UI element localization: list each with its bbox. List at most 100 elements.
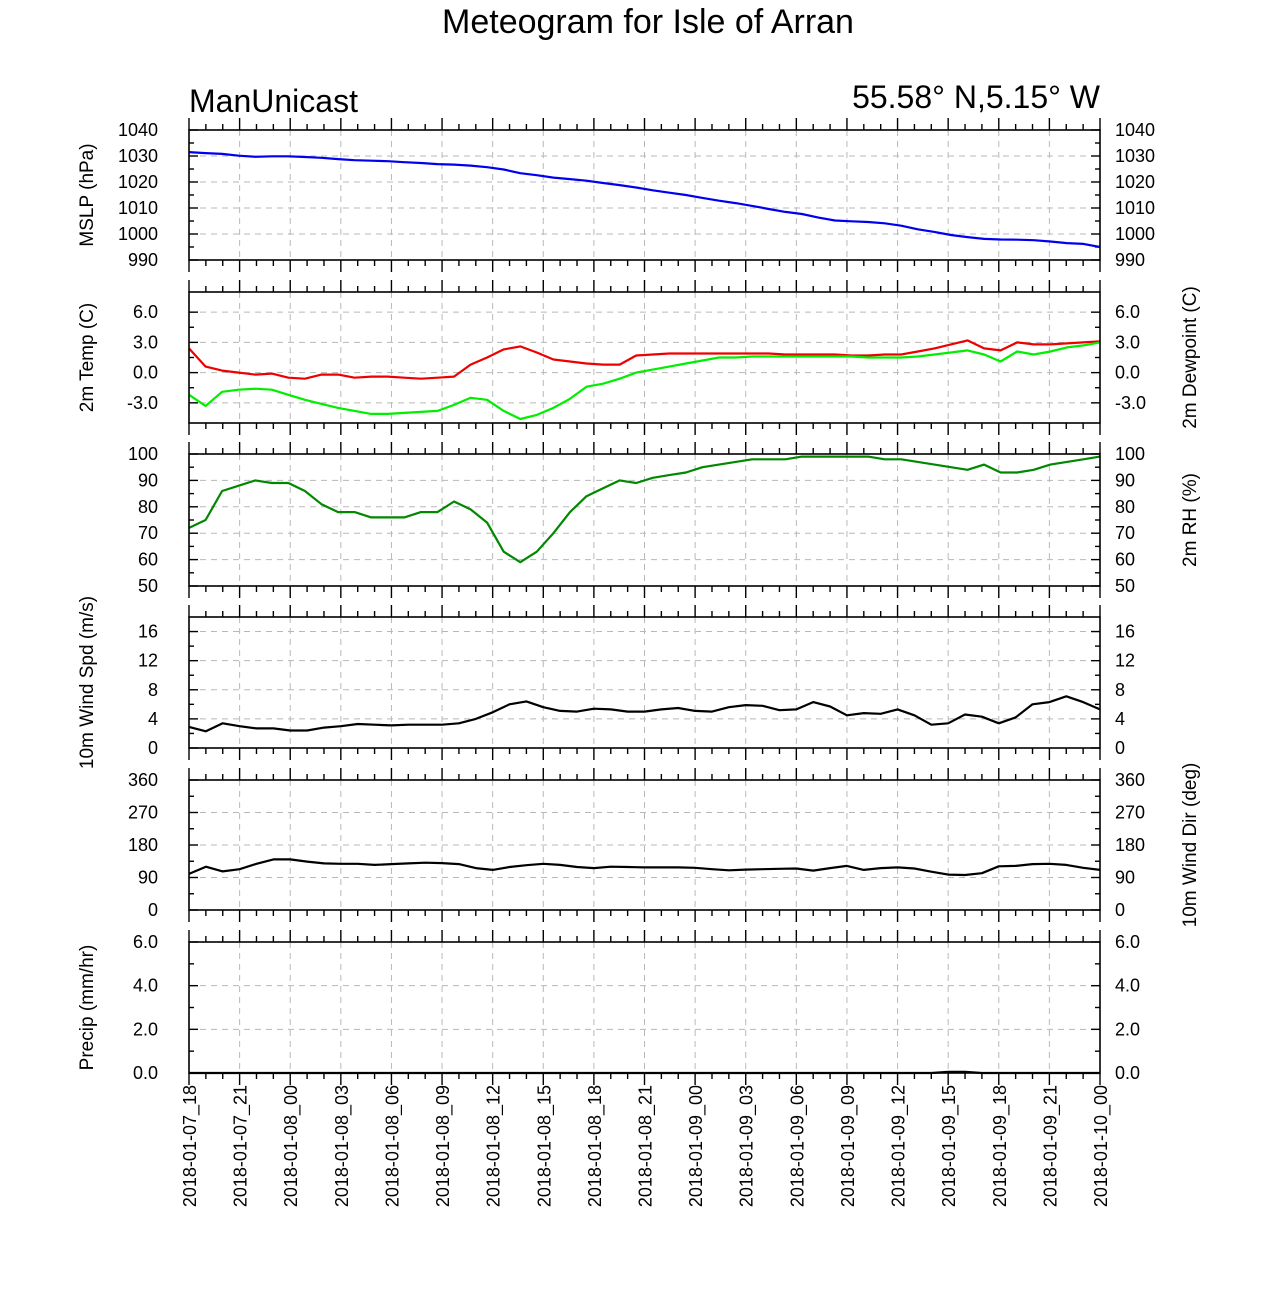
y-tick-label-right: 0.0 xyxy=(1115,363,1140,383)
y-tick-label-left: 1040 xyxy=(118,120,158,140)
y-tick-label-right: 180 xyxy=(1115,835,1145,855)
panel-5: 0 0 90 90 180 180 270 270 360 360 10m Wind Dir (de… xyxy=(128,763,1201,928)
panel-2: -3.0 -3.0 0.0 0.0 3.0 3.0 6.0 6.0 2m Temp (C) 2m … xyxy=(77,280,1201,435)
x-tick-label: 2018-01-08_06 xyxy=(382,1085,403,1207)
x-tick-label: 2018-01-09_09 xyxy=(838,1085,859,1207)
x-tick-label: 2018-01-09_00 xyxy=(686,1085,707,1207)
y-tick-label-left: 90 xyxy=(138,868,158,888)
panel-6: 0.0 0.0 2.0 2.0 4.0 4.0 6.0 6.0 Precip (mm/hr) xyxy=(77,930,1140,1085)
y-tick-label-left: -3.0 xyxy=(127,393,158,413)
y-tick-label-left: 0.0 xyxy=(133,363,158,383)
x-tick-label: 2018-01-09_03 xyxy=(737,1085,758,1207)
y-tick-label-right: 0.0 xyxy=(1115,1063,1140,1083)
y-tick-label-left: 4 xyxy=(148,709,158,729)
y-tick-label-right: 50 xyxy=(1115,576,1135,596)
y-tick-label-right: 360 xyxy=(1115,770,1145,790)
y-tick-label-right: 8 xyxy=(1115,680,1125,700)
y-tick-label-right: 80 xyxy=(1115,497,1135,517)
y-tick-label-left: 80 xyxy=(138,497,158,517)
y-tick-label-right: 90 xyxy=(1115,868,1135,888)
y-tick-label-left: 2.0 xyxy=(133,1019,158,1039)
y-tick-label-left: 50 xyxy=(138,576,158,596)
y-tick-label-left: 3.0 xyxy=(133,332,158,352)
panel-1: 990 990 1000 1000 1010 1010 1020 1020 1030 1030 10… xyxy=(77,118,1155,272)
y-tick-label-right: 70 xyxy=(1115,523,1135,543)
y-axis-label-left: 2m Temp (C) xyxy=(77,303,98,412)
y-tick-label-left: 270 xyxy=(128,803,158,823)
y-tick-label-right: 90 xyxy=(1115,470,1135,490)
y-axis-label-right: 10m Wind Dir (deg) xyxy=(1180,763,1201,928)
x-tick-label: 2018-01-08_15 xyxy=(534,1085,555,1207)
y-tick-label-left: 8 xyxy=(148,680,158,700)
y-axis-label-left: MSLP (hPa) xyxy=(77,143,98,246)
y-tick-label-right: 60 xyxy=(1115,550,1135,570)
x-tick-label: 2018-01-08_00 xyxy=(281,1085,302,1207)
y-tick-label-right: 0 xyxy=(1115,900,1125,920)
y-tick-label-right: 2.0 xyxy=(1115,1019,1140,1039)
y-tick-label-left: 12 xyxy=(138,651,158,671)
panel-frame xyxy=(188,129,1101,261)
y-tick-label-left: 1000 xyxy=(118,224,158,244)
x-tick-label: 2018-01-08_21 xyxy=(636,1085,657,1207)
y-tick-label-right: 12 xyxy=(1115,651,1135,671)
panel-frame xyxy=(188,291,1101,424)
y-axis-label-right: 2m Dewpoint (C) xyxy=(1180,286,1201,429)
x-tick-label: 2018-01-09_15 xyxy=(939,1085,960,1207)
panel-frame xyxy=(188,616,1101,749)
panel-frame xyxy=(188,941,1101,1074)
y-tick-label-right: 4 xyxy=(1115,709,1125,729)
y-tick-label-right: 6.0 xyxy=(1115,302,1140,322)
y-axis-label-right: 2m RH (%) xyxy=(1180,473,1201,567)
y-tick-label-right: 270 xyxy=(1115,803,1145,823)
panel-frame xyxy=(188,453,1101,587)
y-tick-label-left: 60 xyxy=(138,550,158,570)
y-tick-label-right: 1040 xyxy=(1115,120,1155,140)
y-tick-label-right: 6.0 xyxy=(1115,932,1140,952)
x-tick-label: 2018-01-09_21 xyxy=(1040,1085,1061,1207)
y-tick-label-right: 1010 xyxy=(1115,198,1155,218)
y-tick-label-left: 90 xyxy=(138,470,158,490)
series-line-1 xyxy=(188,858,1101,877)
x-tick-label: 2018-01-08_03 xyxy=(332,1085,353,1207)
y-tick-label-right: 4.0 xyxy=(1115,976,1140,996)
y-tick-label-right: 1020 xyxy=(1115,172,1155,192)
x-tick-label: 2018-01-09_18 xyxy=(990,1085,1011,1207)
x-tick-label: 2018-01-08_12 xyxy=(484,1085,505,1207)
x-tick-label: 2018-01-09_06 xyxy=(787,1085,808,1207)
y-axis-label-left: 10m Wind Spd (m/s) xyxy=(77,596,98,769)
y-tick-label-left: 180 xyxy=(128,835,158,855)
y-tick-label-left: 100 xyxy=(128,444,158,464)
series-line-1 xyxy=(188,339,1101,380)
x-tick-label: 2018-01-08_09 xyxy=(433,1085,454,1207)
y-tick-label-left: 1020 xyxy=(118,172,158,192)
x-tick-label: 2018-01-07_21 xyxy=(231,1085,252,1207)
y-tick-label-left: 6.0 xyxy=(133,302,158,322)
panel-3: 50 50 60 60 70 70 80 80 90 90 100 100 2m RH (%) xyxy=(128,442,1201,598)
series-line-1 xyxy=(188,151,1101,249)
x-tick-label: 2018-01-09_12 xyxy=(889,1085,910,1207)
series-line-1 xyxy=(188,455,1101,564)
x-axis-labels: 2018-01-07_18 2018-01-07_21 2018-01-08_00 2… xyxy=(180,1085,1112,1207)
y-axis-label-left: Precip (mm/hr) xyxy=(77,945,98,1071)
y-tick-label-right: 0 xyxy=(1115,738,1125,758)
y-tick-label-left: 0.0 xyxy=(133,1063,158,1083)
y-tick-label-left: 0 xyxy=(148,900,158,920)
y-tick-label-right: 100 xyxy=(1115,444,1145,464)
y-tick-label-right: 1000 xyxy=(1115,224,1155,244)
y-tick-label-right: 16 xyxy=(1115,622,1135,642)
y-tick-label-left: 70 xyxy=(138,523,158,543)
panel-4: 0 0 4 4 8 8 12 12 16 16 10m Wind Spd (m/s) xyxy=(77,596,1135,769)
y-tick-label-left: 16 xyxy=(138,622,158,642)
y-tick-label-right: 3.0 xyxy=(1115,332,1140,352)
x-tick-label: 2018-01-07_18 xyxy=(180,1085,201,1207)
y-tick-label-left: 6.0 xyxy=(133,932,158,952)
series-line-1 xyxy=(188,695,1101,733)
y-tick-label-left: 990 xyxy=(128,250,158,270)
y-tick-label-left: 1010 xyxy=(118,198,158,218)
y-tick-label-right: 1030 xyxy=(1115,146,1155,166)
chart-title: Meteogram for Isle of Arran xyxy=(442,3,854,41)
y-tick-label-left: 0 xyxy=(148,738,158,758)
y-tick-label-left: 4.0 xyxy=(133,976,158,996)
